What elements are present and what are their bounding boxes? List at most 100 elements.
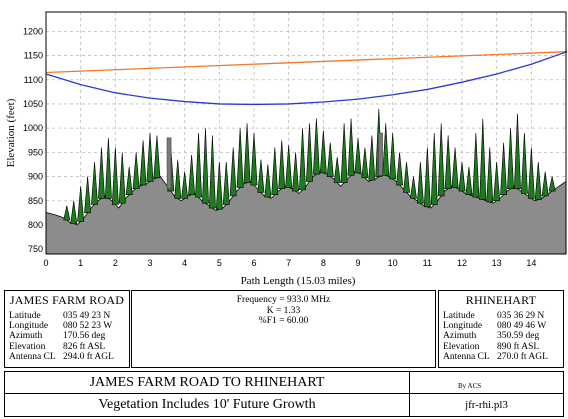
vegetation-spike [340, 123, 348, 183]
x-tick-label: 13 [492, 258, 502, 268]
x-tick-label: 0 [43, 258, 48, 268]
site-b-longitude: 080 49 46 W [497, 321, 547, 332]
vegetation-spike [229, 147, 237, 197]
site-b-azimuth: 350.59 deg [497, 331, 540, 342]
vegetation-spike [215, 162, 223, 210]
vegetation-spike [410, 176, 417, 199]
site-a-labels: Latitude Longitude Azimuth Elevation Ant… [9, 311, 56, 362]
vegetation-spike [396, 152, 404, 186]
k-factor-text: K = 1.33 [266, 305, 301, 316]
vegetation-spike [174, 159, 182, 199]
structure-mark [378, 132, 383, 176]
vegetation-spike [208, 135, 216, 209]
file-name: jfr-rhi.pl3 [465, 399, 508, 411]
vegetation-spike [188, 154, 196, 196]
x-tick-label: 7 [286, 258, 291, 268]
vegetation-spike [430, 132, 438, 205]
vegetation-spike [444, 135, 452, 189]
y-tick-labels: 750 800 850 900 950 1000 1050 1100 1150 1200 [23, 26, 43, 254]
vegetation-spike [250, 132, 258, 186]
x-tick-labels: 0 1 2 3 4 5 6 7 8 9 10 11 12 13 14 [43, 258, 536, 268]
x-tick-label: 9 [355, 258, 360, 268]
vegetation-spike [458, 162, 466, 192]
title-block: JAMES FARM ROAD TO RHINEHART Vegetation … [4, 371, 564, 417]
path-lines-layer [45, 51, 568, 106]
vegetation-spike [91, 162, 98, 205]
vegetation-spike [271, 147, 279, 196]
vegetation-spike [403, 162, 410, 193]
site-a-antenna: 294.0 ft AGL [63, 351, 114, 362]
site-a-name: JAMES FARM ROAD [9, 293, 125, 307]
site-a-elevation: 826 ft ASL [63, 341, 106, 352]
x-axis-label: Path Length (15.03 miles) [241, 275, 356, 287]
vegetation-spike [319, 130, 327, 174]
vegetation-layer [63, 108, 556, 225]
y-tick-label: 900 [28, 172, 43, 182]
vegetation-spike [520, 132, 528, 194]
path-profile-chart: 0 1 2 3 4 5 6 7 8 9 10 11 12 13 14 7508008509009501000… [5, 11, 568, 287]
vegetation-spike [222, 162, 230, 205]
vegetation-spike [486, 147, 494, 203]
vegetation-spike [451, 147, 459, 188]
vegetation-spike [202, 128, 209, 204]
y-tick-label: 800 [28, 220, 43, 230]
y-axis-label: Elevation (feet) [5, 98, 17, 167]
x-tick-label: 1 [78, 258, 83, 268]
x-tick-label: 5 [217, 258, 222, 268]
vegetation-spike [132, 152, 140, 189]
vegetation-spike [541, 171, 549, 197]
site-b-antenna: 270.0 ft AGL [497, 351, 548, 362]
path-line [45, 51, 568, 106]
report-title: JAMES FARM ROAD TO RHINEHART [89, 375, 325, 390]
vegetation-spike [299, 128, 306, 191]
y-tick-label: 850 [28, 196, 43, 206]
vegetation-spike [125, 166, 133, 196]
vegetation-spike [347, 118, 355, 176]
vegetation-spike [333, 157, 341, 183]
y-tick-label: 750 [28, 244, 43, 254]
vegetation-spike [326, 142, 334, 177]
x-tick-label: 10 [388, 258, 398, 268]
vegetation-spike [111, 147, 119, 205]
vegetation-spike [548, 176, 556, 192]
radio-parameters-panel: Frequency = 933.0 MHz K = 1.33 %F1 = 60.… [131, 290, 436, 368]
vegetation-spike [361, 147, 369, 179]
x-tick-label: 8 [321, 258, 326, 268]
x-tick-label: 3 [147, 258, 152, 268]
vegetation-spike [354, 137, 362, 174]
report-subtitle: Vegetation Includes 10' Future Growth [98, 397, 316, 412]
site-b-panel: RHINEHART Latitude Longitude Azimuth Ele… [438, 290, 564, 368]
vegetation-spike [104, 137, 112, 199]
x-tick-label: 14 [526, 258, 536, 268]
vegetation-spike [70, 200, 78, 225]
vegetation-spike [423, 147, 431, 208]
frequency-text: Frequency = 933.0 MHz [236, 295, 331, 305]
site-a-azimuth: 170.56 deg [63, 331, 106, 342]
vegetation-spike [306, 123, 313, 182]
vegetation-spike [292, 152, 300, 192]
vegetation-spike [84, 176, 92, 214]
vegetation-spike [465, 166, 473, 196]
x-tick-label: 2 [113, 258, 118, 268]
x-tick-label: 6 [251, 258, 256, 268]
vegetation-spike [77, 186, 85, 222]
site-a-panel: JAMES FARM ROAD Latitude Longitude Azimu… [4, 290, 130, 368]
x-tick-label: 4 [182, 258, 187, 268]
vegetation-spike [507, 128, 514, 189]
vegetation-spike [278, 140, 286, 189]
y-tick-label: 1200 [23, 26, 43, 36]
y-tick-label: 1000 [23, 123, 43, 133]
vegetation-spike [527, 147, 535, 199]
x-tick-label: 11 [423, 258, 432, 268]
structure-mark [166, 137, 172, 189]
y-tick-label: 950 [28, 147, 43, 157]
site-b-elevation: 890 ft ASL [497, 341, 540, 352]
vegetation-spike [368, 135, 376, 181]
site-b-values: 035 36 29 N 080 49 46 W 350.59 deg 890 f… [497, 311, 548, 362]
vegetation-spike [139, 140, 147, 186]
y-tick-label: 1150 [24, 51, 43, 61]
path-line [45, 51, 568, 74]
vegetation-spike [63, 205, 71, 221]
vegetation-spike [153, 135, 161, 179]
vegetation-spike [437, 123, 445, 197]
